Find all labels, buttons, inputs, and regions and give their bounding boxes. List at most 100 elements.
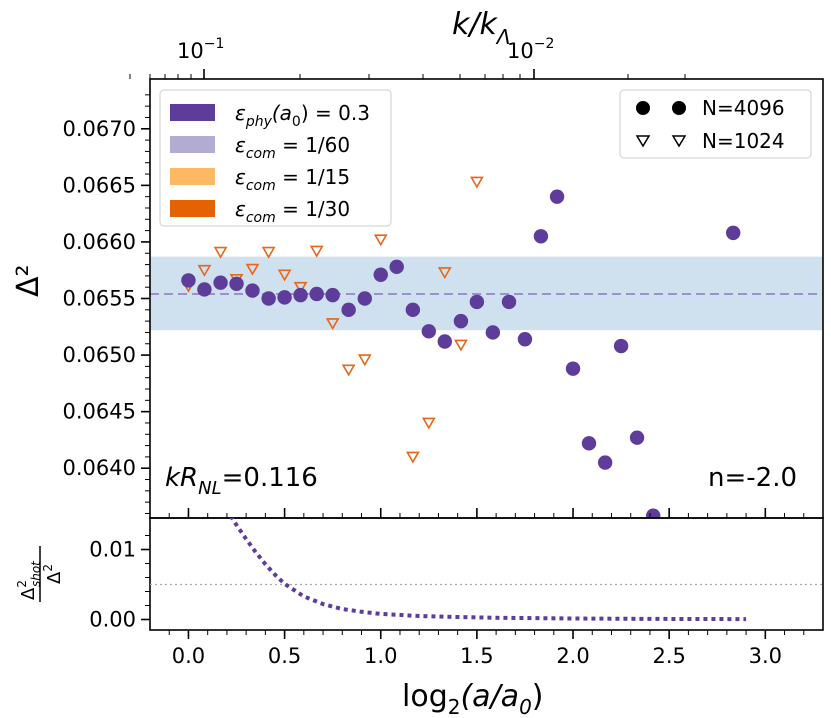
y-tick-label: 0.0650 bbox=[63, 343, 136, 367]
x-tick-label: 2.5 bbox=[652, 644, 685, 668]
legend-label-com30: εcom = 1/30 bbox=[235, 197, 350, 226]
legend-marker-4096-a bbox=[636, 101, 650, 115]
point-4096 bbox=[389, 259, 404, 275]
bottom-panel: 0.00 0.01 0.0 0.5 1.0 1.5 2.0 2.5 3.0 bbox=[89, 517, 824, 668]
point-4096 bbox=[405, 302, 421, 318]
point-4096 bbox=[325, 287, 340, 303]
legend-right-frame bbox=[619, 89, 812, 159]
point-4096 bbox=[293, 287, 308, 303]
legend-left-frame bbox=[159, 89, 392, 227]
point-1024 bbox=[197, 264, 212, 277]
legend-swatch-com15 bbox=[170, 168, 215, 185]
top-x-axis-title-sub: Λ bbox=[495, 25, 511, 49]
top-x-axis-title: k/kΛ bbox=[452, 7, 511, 49]
top-x-axis: k/kΛ 10−1 10−2 bbox=[177, 7, 554, 63]
point-1024 bbox=[277, 269, 292, 282]
point-1024 bbox=[373, 234, 388, 247]
top-tick-label-0: 10−1 bbox=[177, 36, 224, 63]
top-y-axis-title: Δ² bbox=[11, 264, 46, 297]
point-1024 bbox=[261, 246, 276, 259]
legend-left: εphy(a0) = 0.3 εcom = 1/60 εcom = 1/15 ε… bbox=[159, 89, 392, 227]
point-1024 bbox=[213, 246, 228, 259]
point-1024 bbox=[245, 263, 260, 276]
top-tick-label-1: 10−2 bbox=[507, 36, 554, 63]
point-4096 bbox=[245, 283, 260, 298]
point-1024 bbox=[469, 176, 484, 189]
x-axis-title: log2(a/a0) bbox=[402, 679, 544, 718]
point-4096 bbox=[613, 338, 629, 354]
point-4096 bbox=[549, 189, 565, 204]
legend-swatch-com60 bbox=[170, 136, 215, 153]
point-4096 bbox=[629, 430, 645, 445]
point-4096 bbox=[533, 229, 549, 244]
point-1024 bbox=[437, 267, 452, 280]
legend-swatch-phy bbox=[170, 104, 215, 121]
legend-label-phy: εphy(a0) = 0.3 bbox=[235, 101, 370, 130]
legend-marker-4096-b bbox=[672, 101, 686, 115]
x-tick-label: 0.0 bbox=[172, 644, 205, 668]
point-4096 bbox=[277, 290, 292, 305]
y-tick-label: 0.0670 bbox=[63, 117, 136, 141]
y-tick-label: 0.0640 bbox=[63, 456, 136, 480]
point-4096 bbox=[309, 286, 324, 302]
legend-label-4096: N=4096 bbox=[702, 96, 785, 120]
legend-marker-1024-b bbox=[671, 135, 687, 148]
y-tick-label: 0.0645 bbox=[63, 400, 136, 424]
point-4096 bbox=[181, 273, 196, 288]
x-tick-label: 1.0 bbox=[364, 644, 397, 668]
bottom-panel-frame bbox=[149, 517, 824, 631]
point-4096 bbox=[197, 282, 212, 297]
y-tick-label: 0.0655 bbox=[63, 287, 136, 311]
x-tick-label: 0.5 bbox=[268, 644, 301, 668]
point-4096 bbox=[485, 325, 501, 340]
point-1024 bbox=[341, 364, 356, 377]
point-1024 bbox=[325, 318, 340, 330]
top-data bbox=[181, 176, 741, 518]
bottom-y-tick-label: 0.00 bbox=[89, 608, 136, 632]
point-1024 bbox=[357, 354, 372, 367]
point-4096 bbox=[229, 276, 244, 291]
bottom-y-axis-title: Δ2shot Δ2 bbox=[15, 546, 65, 602]
bottom-y-label-numerator: Δ2shot bbox=[15, 560, 43, 600]
point-1024 bbox=[309, 245, 324, 258]
point-4096 bbox=[421, 324, 437, 339]
point-4096 bbox=[469, 294, 485, 310]
point-4096 bbox=[341, 302, 356, 318]
y-tick-label: 0.0660 bbox=[63, 230, 136, 254]
top-panel: 0.0640 0.0645 0.0650 0.0655 0.0660 0.0665 0.06… bbox=[63, 69, 824, 519]
legend-label-1024: N=1024 bbox=[702, 129, 785, 153]
point-4096 bbox=[726, 225, 741, 241]
legend-label-com15: εcom = 1/15 bbox=[235, 165, 350, 194]
point-4096 bbox=[373, 267, 388, 282]
bottom-y-tick-label: 0.01 bbox=[89, 538, 136, 562]
legend-swatch-com30 bbox=[170, 200, 215, 217]
point-4096 bbox=[646, 508, 661, 518]
point-4096 bbox=[213, 275, 228, 290]
x-tick-label: 3.0 bbox=[749, 644, 782, 668]
point-4096 bbox=[517, 332, 533, 347]
point-1024 bbox=[293, 281, 308, 294]
point-1024 bbox=[421, 417, 436, 430]
point-4096 bbox=[261, 291, 276, 306]
point-1024 bbox=[405, 451, 420, 464]
point-4096 bbox=[437, 334, 452, 349]
point-4096 bbox=[597, 455, 613, 470]
point-1024 bbox=[454, 339, 468, 352]
legend-marker-1024-a bbox=[635, 135, 651, 148]
bottom-y-label-denominator: Δ2 bbox=[41, 564, 65, 584]
bottom-data bbox=[150, 518, 823, 622]
shot-noise-curve bbox=[229, 518, 747, 622]
legend-right: N=4096 N=1024 bbox=[619, 89, 812, 159]
x-tick-label: 2.0 bbox=[556, 644, 589, 668]
point-4096 bbox=[581, 436, 597, 451]
point-4096 bbox=[453, 313, 469, 329]
x-tick-label: 1.5 bbox=[460, 644, 493, 668]
y-tick-label: 0.0665 bbox=[63, 173, 136, 197]
annotation-kRNL: kRNL=0.116 bbox=[165, 463, 318, 499]
point-4096 bbox=[565, 361, 581, 376]
annotation-n: n=-2.0 bbox=[708, 463, 797, 493]
legend-label-com60: εcom = 1/60 bbox=[235, 133, 350, 162]
point-4096 bbox=[357, 291, 372, 306]
point-4096 bbox=[501, 294, 517, 310]
